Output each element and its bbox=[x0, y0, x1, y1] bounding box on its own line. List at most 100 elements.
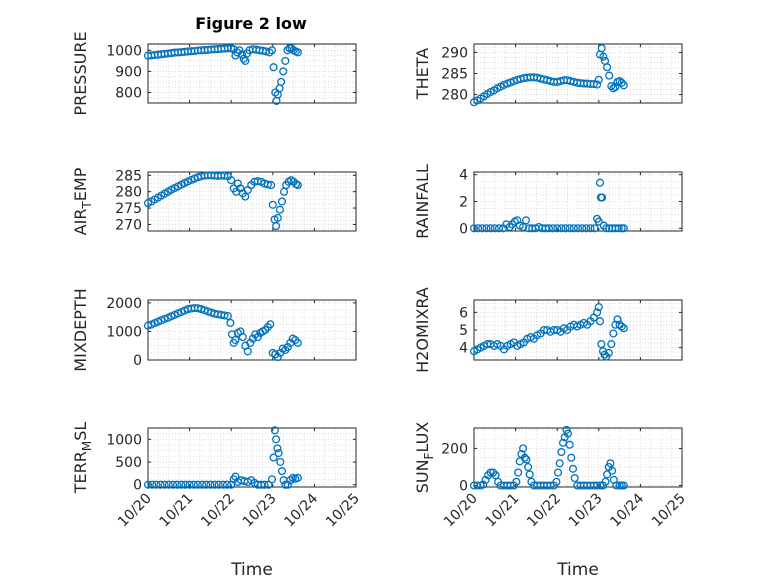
data-point bbox=[273, 213, 282, 222]
x-tick-label: 10/24 bbox=[607, 490, 647, 530]
data-point bbox=[168, 480, 178, 489]
data-point bbox=[569, 224, 578, 233]
data-point bbox=[238, 333, 247, 342]
data-point bbox=[617, 322, 626, 331]
y-tick-label: 5 bbox=[459, 323, 468, 339]
data-point bbox=[156, 480, 165, 489]
subplot-h2omixra: 4 5 6 H2OMIXRA bbox=[413, 287, 683, 373]
y-axis-label-rainfall: RAINFALL bbox=[413, 164, 432, 239]
y-tick-label: 280 bbox=[441, 88, 468, 104]
data-point bbox=[241, 192, 250, 201]
data-point bbox=[553, 224, 562, 233]
data-point bbox=[593, 481, 602, 490]
data-point bbox=[260, 480, 269, 489]
data-point bbox=[506, 481, 515, 490]
axes-box bbox=[147, 427, 357, 488]
data-point bbox=[236, 184, 245, 193]
data-point bbox=[293, 48, 302, 57]
y-tick-label: 4 bbox=[459, 168, 468, 184]
data-point bbox=[520, 453, 529, 462]
x-tick-label: 10/25 bbox=[323, 491, 363, 531]
y-tick-label: 0 bbox=[459, 479, 468, 495]
y-tick-label: 275 bbox=[115, 201, 142, 217]
data-point bbox=[220, 311, 229, 320]
data-point bbox=[524, 462, 533, 472]
data-point bbox=[548, 224, 558, 233]
data-point bbox=[275, 205, 284, 214]
data-point bbox=[512, 477, 521, 486]
data-point bbox=[481, 475, 490, 484]
data-point bbox=[267, 46, 277, 55]
data-point bbox=[271, 88, 280, 97]
data-point bbox=[567, 453, 576, 462]
data-point bbox=[593, 308, 602, 317]
data-point bbox=[611, 82, 620, 92]
y-tick-label: 2000 bbox=[106, 296, 142, 312]
axes-box bbox=[147, 43, 357, 104]
data-point bbox=[198, 480, 207, 489]
y-tick-label: 280 bbox=[115, 185, 142, 201]
data-point bbox=[283, 343, 292, 352]
data-point bbox=[608, 466, 617, 475]
data-point bbox=[619, 481, 628, 490]
y-tick-label: 290 bbox=[441, 45, 468, 61]
data-point bbox=[143, 480, 153, 489]
x-tick-label: 10/22 bbox=[198, 491, 238, 531]
data-point bbox=[482, 224, 491, 233]
data-point bbox=[152, 480, 161, 489]
data-point bbox=[613, 315, 622, 324]
x-tick-label: 10/21 bbox=[157, 491, 197, 531]
data-point bbox=[241, 56, 250, 65]
data-point bbox=[595, 178, 605, 187]
data-point bbox=[262, 47, 271, 56]
data-point bbox=[478, 224, 487, 233]
data-point bbox=[619, 224, 628, 233]
data-point bbox=[276, 457, 285, 467]
figure-title: Figure 2 low bbox=[195, 14, 307, 33]
data-point bbox=[522, 455, 531, 464]
y-tick-label: 0 bbox=[133, 478, 142, 494]
data-point bbox=[266, 320, 275, 329]
y-tick-label: 1000 bbox=[106, 432, 142, 448]
data-point bbox=[222, 480, 232, 489]
data-point bbox=[233, 48, 242, 57]
data-point bbox=[607, 340, 616, 349]
data-point bbox=[589, 79, 598, 89]
data-point bbox=[193, 480, 202, 489]
data-point bbox=[609, 329, 618, 338]
data-point bbox=[223, 44, 232, 53]
y-tick-label: 200 bbox=[441, 441, 468, 457]
data-point bbox=[553, 468, 563, 477]
data-point bbox=[269, 453, 278, 462]
data-point bbox=[273, 444, 282, 453]
data-point bbox=[469, 224, 479, 233]
data-point bbox=[619, 324, 628, 333]
data-point bbox=[268, 200, 277, 209]
data-point bbox=[557, 224, 566, 233]
axes-box bbox=[147, 299, 357, 361]
data-point bbox=[173, 480, 182, 489]
data-point bbox=[602, 224, 611, 233]
data-point bbox=[272, 435, 281, 444]
data-point bbox=[231, 335, 240, 345]
y-axis-label-air-temp: AIRTEMP bbox=[71, 167, 94, 235]
data-point bbox=[521, 216, 531, 225]
data-point bbox=[561, 224, 570, 233]
subplot-mixdepth: 0 1000 2000 MIXDEPTH bbox=[71, 288, 357, 372]
data-point bbox=[210, 480, 219, 489]
data-point bbox=[267, 181, 276, 190]
data-point bbox=[519, 444, 528, 453]
data-point bbox=[267, 475, 277, 484]
x-tick-label: 10/21 bbox=[483, 491, 523, 531]
data-point bbox=[185, 480, 194, 489]
data-point bbox=[565, 224, 574, 233]
data-point bbox=[275, 84, 284, 93]
data-point bbox=[293, 338, 302, 347]
data-point bbox=[578, 224, 587, 233]
y-axis-label-sun-flux: SUNFLUX bbox=[413, 422, 436, 494]
data-point bbox=[281, 56, 290, 65]
y-axis-label-terr-msl: TERRMSL bbox=[71, 422, 94, 495]
data-point bbox=[568, 464, 578, 473]
